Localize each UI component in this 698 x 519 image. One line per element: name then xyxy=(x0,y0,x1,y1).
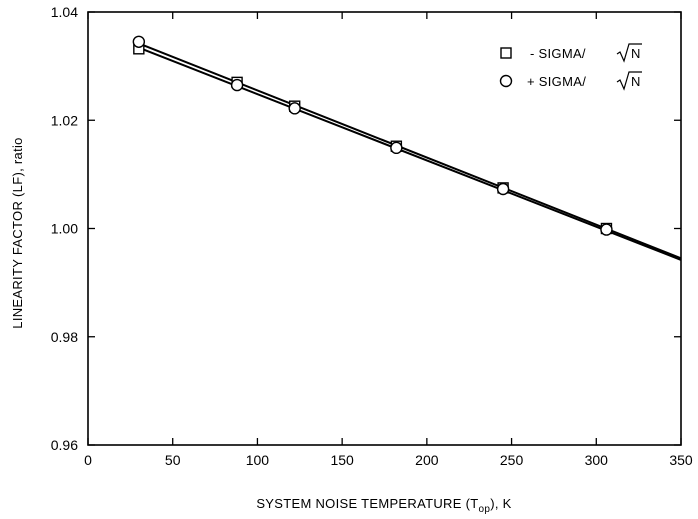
legend-radicand: N xyxy=(631,74,641,89)
plot-frame xyxy=(87,11,682,446)
legend-radicand: N xyxy=(631,46,641,61)
legend-item-minus-sigma: - SIGMA/ N xyxy=(500,43,642,63)
x-axis-label: SYSTEM NOISE TEMPERATURE (Top), K xyxy=(256,496,511,515)
legend-circle-marker xyxy=(499,74,513,88)
fit-line xyxy=(138,46,682,261)
legend-radical-sign xyxy=(616,71,642,91)
x-tick-label: 100 xyxy=(246,452,270,468)
x-tick-label: 200 xyxy=(415,452,439,468)
x-axis-label-suffix: ), K xyxy=(490,496,511,511)
x-tick-label: 50 xyxy=(165,452,181,468)
x-tick-label: 0 xyxy=(84,452,92,468)
x-tick-label: 300 xyxy=(585,452,609,468)
y-tick-label: 1.02 xyxy=(51,112,78,128)
y-tick-label: 0.98 xyxy=(51,329,78,345)
circle-marker xyxy=(230,78,244,92)
legend-square-marker xyxy=(500,47,512,59)
y-tick-label: 1.00 xyxy=(51,221,78,237)
legend-label-plus-sigma: + SIGMA/ xyxy=(527,74,586,89)
x-tick-label: 250 xyxy=(500,452,524,468)
fit-lines xyxy=(138,42,682,261)
x-axis-label-subscript: op xyxy=(478,504,490,515)
legend-radical-sign xyxy=(616,43,642,63)
circle-marker xyxy=(288,102,301,115)
y-tick-label: 1.04 xyxy=(51,4,78,20)
legend: - SIGMA/ N + SIGMA/ N xyxy=(499,43,642,91)
x-tick-label: 150 xyxy=(330,452,354,468)
y-tick-label: 0.96 xyxy=(51,437,78,453)
legend-item-plus-sigma: + SIGMA/ N xyxy=(499,71,642,91)
circle-marker xyxy=(496,182,510,196)
x-tick-label: 350 xyxy=(669,452,693,468)
circle-marker xyxy=(600,223,613,236)
fit-line xyxy=(138,42,682,260)
series xyxy=(132,35,613,236)
x-axis-label-main: SYSTEM NOISE TEMPERATURE (T xyxy=(256,496,478,511)
legend-label-minus-sigma: - SIGMA/ xyxy=(530,46,586,61)
axes: 0 50 100 150 200 250 300 350 0.96 0.98 1.00 1.02 1.0… xyxy=(51,4,693,468)
circle-marker xyxy=(390,141,403,155)
circle-marker xyxy=(132,35,146,48)
y-axis-label: LINEARITY FACTOR (LF), ratio xyxy=(10,137,25,328)
